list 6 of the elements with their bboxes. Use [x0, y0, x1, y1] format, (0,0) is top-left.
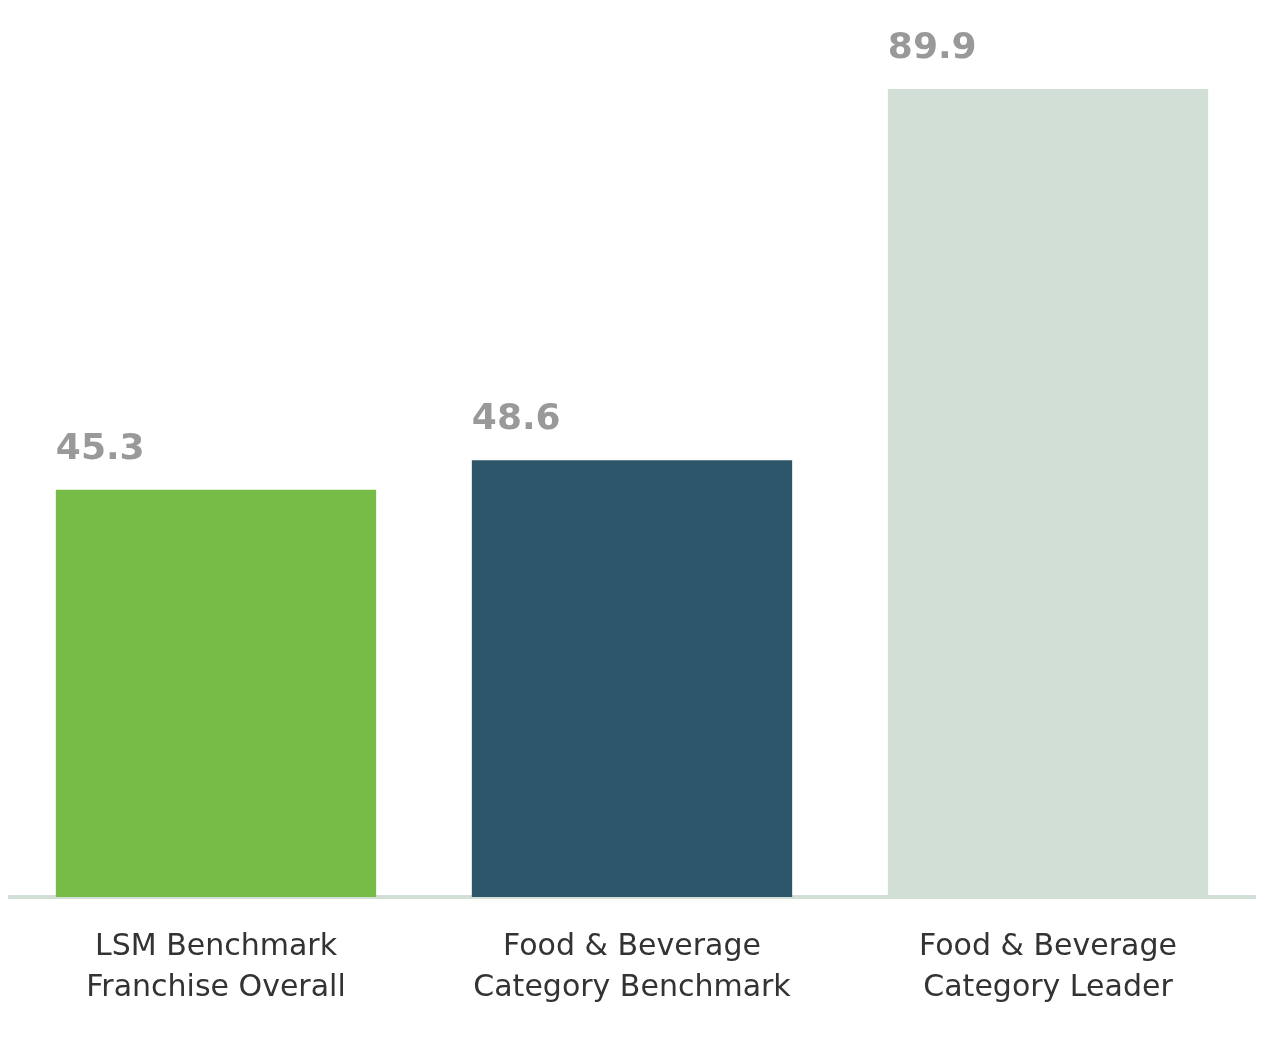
- x-tick-label: LSM Benchmark Franchise Overall: [86, 927, 346, 1003]
- data-label: 89.9: [887, 25, 977, 67]
- data-label: 45.3: [55, 426, 145, 468]
- x-tick-label: Food & Beverage Category Benchmark: [473, 927, 792, 1003]
- data-label: 48.6: [471, 396, 561, 438]
- x-tick-label: Food & Beverage Category Leader: [919, 927, 1177, 1003]
